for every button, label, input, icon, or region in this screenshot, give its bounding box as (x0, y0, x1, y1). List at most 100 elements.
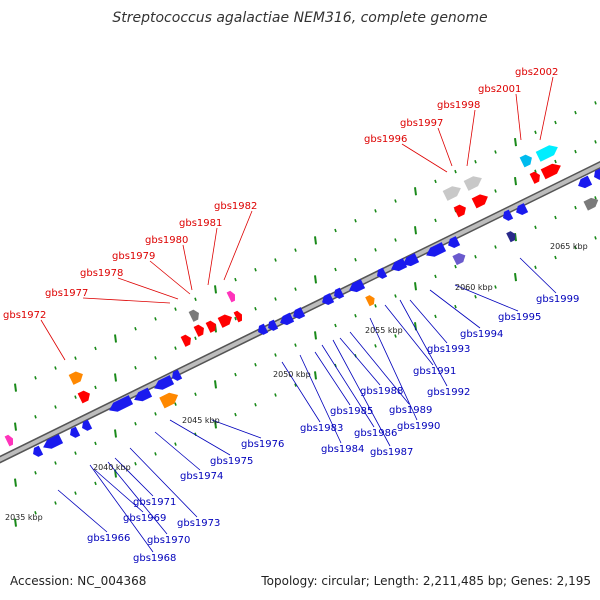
gene-arrow[interactable] (159, 390, 180, 409)
gene-arrow[interactable] (278, 312, 295, 328)
label-leader (169, 419, 231, 456)
gene-label-gbs1980[interactable]: gbs1980 (145, 235, 188, 246)
tick-mark (254, 307, 257, 311)
gene-label-gbs1984[interactable]: gbs1984 (321, 444, 364, 455)
gene-label-gbs2002[interactable]: gbs2002 (515, 67, 558, 78)
gene-label-gbs1972[interactable]: gbs1972 (3, 310, 46, 321)
gene-arrow[interactable] (80, 419, 93, 433)
gene-arrow[interactable] (519, 153, 535, 168)
gene-arrow[interactable] (180, 333, 194, 347)
gene-arrow[interactable] (320, 293, 335, 307)
gene-arrow[interactable] (77, 389, 93, 404)
tick-mark (574, 205, 577, 210)
gene-label-gbs1989[interactable]: gbs1989 (389, 405, 432, 416)
gene-label-gbs1998[interactable]: gbs1998 (437, 100, 480, 111)
gene-label-gbs1968[interactable]: gbs1968 (133, 553, 176, 564)
gene-arrow[interactable] (576, 175, 593, 191)
gene-label-gbs1975[interactable]: gbs1975 (210, 456, 253, 467)
gene-arrow[interactable] (217, 312, 235, 328)
gene-arrow[interactable] (332, 287, 345, 301)
label-leader (466, 109, 476, 167)
tick-mark (554, 159, 557, 164)
gene-arrow[interactable] (535, 142, 561, 162)
gene-label-gbs1990[interactable]: gbs1990 (397, 421, 440, 432)
gene-label-gbs1979[interactable]: gbs1979 (112, 251, 155, 262)
gene-arrow[interactable] (452, 251, 467, 266)
gene-arrow[interactable] (68, 426, 81, 440)
gene-label-gbs1981[interactable]: gbs1981 (179, 218, 222, 229)
gene-label-gbs1983[interactable]: gbs1983 (300, 423, 343, 434)
gene-arrow[interactable] (291, 307, 306, 321)
gene-label-gbs1988[interactable]: gbs1988 (360, 386, 403, 397)
gene-arrow[interactable] (501, 209, 514, 223)
label-leader (89, 464, 154, 553)
gene-label-gbs2001[interactable]: gbs2001 (478, 84, 521, 95)
gene-label-gbs1999[interactable]: gbs1999 (536, 294, 579, 305)
gene-label-gbs1966[interactable]: gbs1966 (87, 533, 130, 544)
gene-arrow[interactable] (4, 434, 16, 447)
gene-label-gbs1970[interactable]: gbs1970 (147, 535, 190, 546)
gene-arrow[interactable] (193, 323, 207, 337)
label-leader (437, 127, 453, 167)
tick-mark (454, 169, 457, 174)
label-leader (519, 257, 557, 294)
tick-mark (414, 226, 417, 235)
gene-arrow[interactable] (592, 168, 600, 182)
gene-label-gbs1992[interactable]: gbs1992 (427, 387, 470, 398)
gene-label-gbs1996[interactable]: gbs1996 (364, 134, 407, 145)
gene-arrow[interactable] (442, 183, 464, 201)
gene-arrow[interactable] (233, 310, 245, 323)
gene-label-gbs1977[interactable]: gbs1977 (45, 288, 88, 299)
gene-label-gbs1985[interactable]: gbs1985 (330, 406, 373, 417)
gene-arrow[interactable] (152, 375, 175, 393)
gene-label-gbs1973[interactable]: gbs1973 (177, 518, 220, 529)
label-leader (223, 210, 253, 281)
gene-arrow[interactable] (401, 253, 420, 269)
gene-label-gbs1986[interactable]: gbs1986 (354, 428, 397, 439)
gene-arrow[interactable] (540, 161, 564, 180)
gene-label-gbs1997[interactable]: gbs1997 (400, 118, 443, 129)
tick-mark (314, 371, 317, 380)
gene-label-gbs1995[interactable]: gbs1995 (498, 312, 541, 323)
gene-arrow[interactable] (506, 230, 518, 243)
gene-arrow[interactable] (226, 290, 238, 303)
gene-arrow[interactable] (463, 173, 485, 191)
gene-arrow[interactable] (266, 319, 279, 333)
tick-mark (334, 323, 337, 328)
gene-arrow[interactable] (471, 192, 491, 209)
gene-label-gbs1974[interactable]: gbs1974 (180, 471, 223, 482)
gene-arrow[interactable] (529, 170, 543, 184)
tick-mark (434, 274, 437, 279)
gene-arrow[interactable] (31, 445, 44, 459)
gene-label-gbs1987[interactable]: gbs1987 (370, 447, 413, 458)
label-leader (94, 469, 144, 513)
gene-label-gbs1982[interactable]: gbs1982 (214, 201, 257, 212)
gene-label-gbs1994[interactable]: gbs1994 (460, 329, 503, 340)
gene-arrow[interactable] (583, 195, 600, 211)
gene-label-gbs1978[interactable]: gbs1978 (80, 268, 123, 279)
gene-arrow[interactable] (514, 203, 529, 217)
gene-label-gbs1993[interactable]: gbs1993 (427, 344, 470, 355)
gene-arrow[interactable] (107, 395, 134, 415)
tick-mark (574, 245, 577, 250)
gene-arrow[interactable] (424, 242, 447, 260)
gene-label-gbs1991[interactable]: gbs1991 (413, 366, 456, 377)
gene-arrow[interactable] (41, 434, 64, 452)
label-leader (539, 76, 554, 141)
gene-arrow[interactable] (365, 294, 377, 307)
gene-arrow[interactable] (256, 323, 269, 337)
gene-arrow[interactable] (453, 203, 469, 218)
gene-arrow[interactable] (347, 279, 366, 295)
gene-arrow[interactable] (389, 258, 408, 274)
gene-label-gbs1976[interactable]: gbs1976 (241, 439, 284, 450)
gene-arrow[interactable] (170, 369, 183, 383)
gene-label-gbs1971[interactable]: gbs1971 (133, 497, 176, 508)
gene-arrow[interactable] (446, 236, 461, 250)
gene-arrow[interactable] (132, 387, 153, 405)
gene-arrow[interactable] (205, 319, 219, 333)
gene-arrow[interactable] (375, 267, 388, 281)
gene-arrow[interactable] (68, 369, 86, 385)
gene-arrow[interactable] (188, 308, 202, 322)
gene-label-gbs1969[interactable]: gbs1969 (123, 513, 166, 524)
